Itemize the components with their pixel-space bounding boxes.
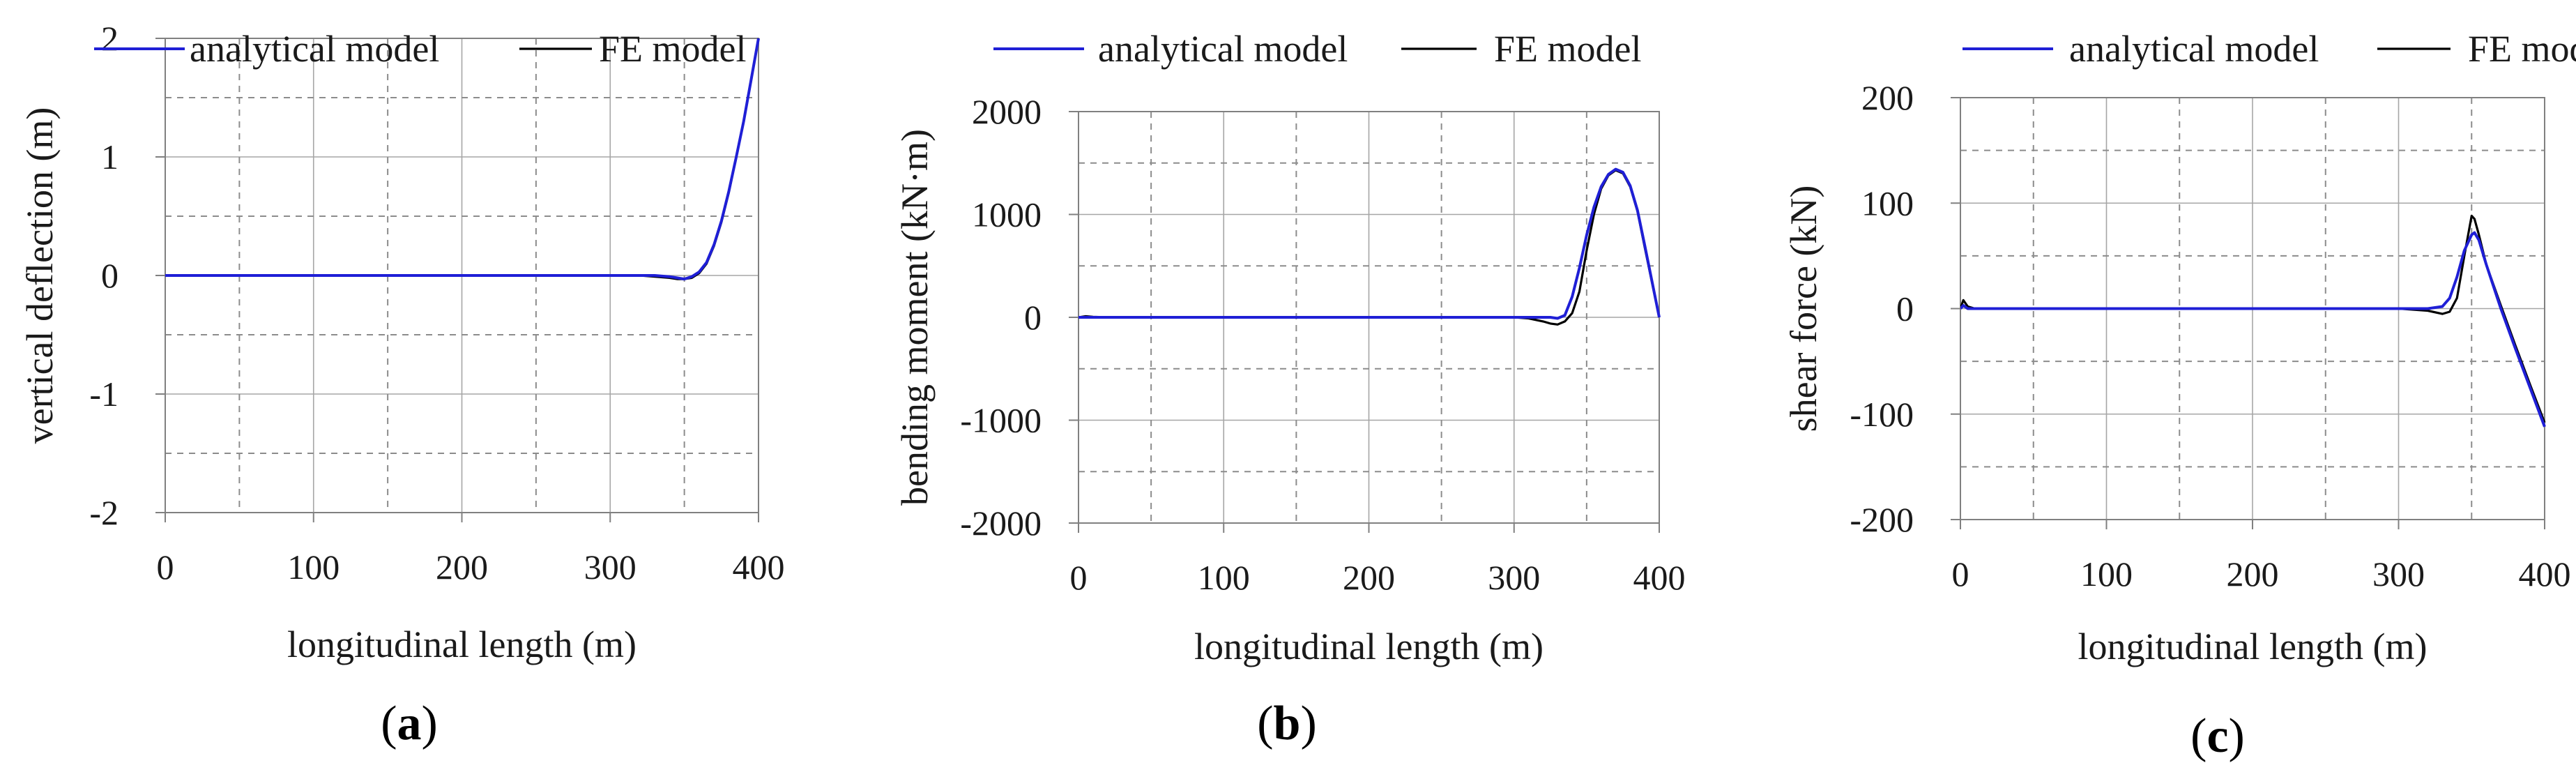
y-tick-label: -2000 <box>960 504 1042 543</box>
legend-label-fe: FE model <box>2468 28 2576 70</box>
caption-close-paren: ) <box>2229 709 2245 763</box>
y-tick-label: 100 <box>1861 183 1914 222</box>
caption-close-paren: ) <box>1300 697 1316 750</box>
y-tick-label: 0 <box>1024 298 1042 337</box>
x-tick-label: 0 <box>1070 558 1088 597</box>
y-tick-label: 2000 <box>972 92 1042 131</box>
y-tick-label: 0 <box>101 256 119 295</box>
panel-caption: (a) <box>381 697 438 750</box>
x-tick-label: 0 <box>1952 554 1969 593</box>
x-tick-label: 300 <box>1488 558 1540 597</box>
y-tick-label: -1000 <box>960 401 1042 440</box>
panel-c: 0 100 200 300 400 -200 -100 0 100 200 longitudinal… <box>1783 28 2576 763</box>
x-tick-label: 400 <box>2519 554 2571 593</box>
y-tick-label: 0 <box>1896 289 1914 328</box>
caption-letter: c <box>2207 709 2228 763</box>
legend-label-analytical: analytical model <box>190 28 439 70</box>
y-axis-label: vertical deflection (m) <box>19 107 61 444</box>
y-tick-label: 2 <box>101 19 119 58</box>
legend-label-analytical: analytical model <box>1098 28 1348 70</box>
analytical-model-series-line <box>1960 231 2546 428</box>
legend-label-fe: FE model <box>1494 28 1642 70</box>
legend-label-analytical: analytical model <box>2069 28 2319 70</box>
caption-letter: b <box>1274 697 1301 750</box>
panel-caption: (b) <box>1257 697 1317 750</box>
y-tick-label: 1 <box>101 137 119 176</box>
x-tick-label: 200 <box>1343 558 1395 597</box>
x-axis-label: longitudinal length (m) <box>2078 626 2428 667</box>
x-tick-label: 100 <box>1198 558 1250 597</box>
y-tick-label: -100 <box>1850 395 1914 434</box>
x-tick-label: 200 <box>436 547 488 587</box>
x-tick-label: 100 <box>287 547 340 587</box>
y-tick-label: 200 <box>1861 78 1914 117</box>
x-tick-label: 300 <box>584 547 637 587</box>
x-tick-label: 200 <box>2227 554 2279 593</box>
legend-label-fe: FE model <box>599 28 747 70</box>
y-tick-label: 1000 <box>972 195 1042 234</box>
y-tick-label: -200 <box>1850 500 1914 539</box>
caption-letter: a <box>397 697 422 750</box>
caption-close-paren: ) <box>422 697 438 750</box>
x-tick-label: 100 <box>2080 554 2133 593</box>
analytical-model-series-line <box>1079 167 1661 320</box>
x-tick-label: 300 <box>2372 554 2425 593</box>
x-tick-label: 400 <box>1633 558 1686 597</box>
caption-open-paren: ( <box>2190 709 2207 763</box>
caption-open-paren: ( <box>381 697 397 750</box>
analytical-model-series-line <box>165 38 760 281</box>
x-axis-label: longitudinal length (m) <box>1194 626 1544 667</box>
caption-open-paren: ( <box>1257 697 1273 750</box>
y-tick-label: -2 <box>89 493 119 532</box>
x-tick-label: 0 <box>157 547 174 587</box>
x-tick-label: 400 <box>733 547 785 587</box>
x-axis-label: longitudinal length (m) <box>287 623 637 665</box>
y-axis-label: shear force (kN) <box>1783 186 1824 432</box>
panel-caption: (c) <box>2190 709 2245 763</box>
panel-a: 0 100 200 300 400 -2 -1 0 1 2 longitudinal length … <box>19 19 785 750</box>
y-axis-label: bending moment (kN·m) <box>894 129 936 506</box>
panel-b: 0 100 200 300 400 -2000 -1000 0 1000 2000 longitud… <box>894 28 1686 750</box>
y-tick-label: -1 <box>89 375 119 414</box>
